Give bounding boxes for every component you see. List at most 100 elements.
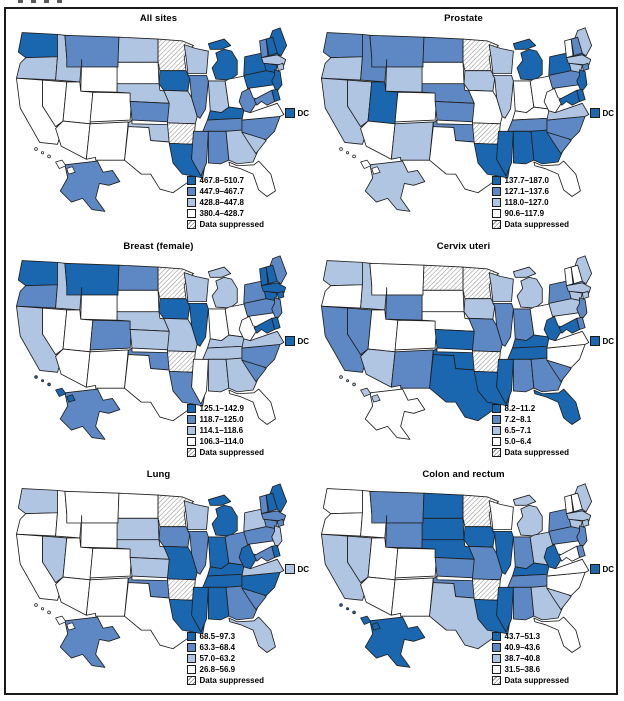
legend-item: 127.1–137.6 [491,187,569,196]
legend-swatch [491,632,501,641]
legend-swatch [491,176,501,185]
dc-label: DC [602,336,615,346]
legend-label: 57.0–63.2 [199,654,236,663]
map-legend: 8.2–11.2 7.2–8.1 6.5–7.1 5.0–6.4 Data suppre… [491,404,569,457]
legend-swatch [186,632,196,641]
legend-swatch [491,643,501,652]
dc-swatch [589,564,600,574]
panel-grid: All sites DC 467.8–510.7 447.9–467.7 428.8… [6,9,616,693]
legend-label: 118.7–125.0 [199,415,244,424]
legend-swatch [491,665,501,674]
legend-swatch-hatched [491,220,501,229]
legend-swatch [186,665,196,674]
legend-item: 6.5–7.1 [491,426,569,435]
legend-swatch-hatched [491,448,501,457]
panel-title: Colon and rectum [422,469,505,480]
legend-label: 127.1–137.6 [504,187,550,196]
legend-item: 26.8–56.9 [186,665,264,674]
map-area: DC 125.1–142.9 118.7–125.0 114.1–118.6 106.… [9,252,309,462]
legend-item: Data suppressed [186,448,264,457]
legend-swatch [186,176,196,185]
legend-item: 68.5–97.3 [186,632,264,641]
dc-marker: DC [589,564,615,574]
map-legend: 137.7–187.0 127.1–137.6 118.0–127.0 90.6–11… [491,176,569,229]
legend-item: 118.0–127.0 [491,198,569,207]
map-area: DC 467.8–510.7 447.9–467.7 428.8–447.8 380.… [9,24,309,234]
panel-title: Lung [146,469,171,480]
dc-label: DC [602,564,615,574]
legend-item: 7.2–8.1 [491,415,569,424]
legend-label: 428.8–447.8 [199,198,245,207]
legend-swatch [491,198,501,207]
legend-label: 63.3–68.4 [199,643,236,652]
dc-marker: DC [284,564,310,574]
legend-item: 57.0–63.2 [186,654,264,663]
legend-item: 63.3–68.4 [186,643,264,652]
legend-item: 106.3–114.0 [186,437,264,446]
legend-item: Data suppressed [186,220,264,229]
legend-label: 26.8–56.9 [199,665,236,674]
map-legend: 125.1–142.9 118.7–125.0 114.1–118.6 106.3–1… [186,404,264,457]
legend-label: Data suppressed [199,448,264,457]
legend-label: 8.2–11.2 [504,404,536,413]
legend-label: 125.1–142.9 [199,404,245,413]
legend-item: 428.8–447.8 [186,198,264,207]
legend-swatch-hatched [491,676,501,685]
legend-item: 137.7–187.0 [491,176,569,185]
legend-label: 118.0–127.0 [504,198,549,207]
legend-item: 90.6–117.9 [491,209,569,218]
dc-label: DC [297,108,310,118]
legend-swatch-hatched [186,676,196,685]
legend-label: Data suppressed [199,676,264,685]
dc-label: DC [602,108,615,118]
panel-title: Cervix uteri [436,241,491,252]
panel-breast-female: Breast (female) DC 125.1–142.9 118.7–125.… [6,237,311,465]
legend-swatch [186,643,196,652]
dc-marker: DC [589,108,615,118]
legend-label: Data suppressed [504,220,569,229]
legend-swatch [491,404,501,413]
legend-label: 380.4–428.7 [199,209,245,218]
legend-item: 43.7–51.3 [491,632,569,641]
legend-label: 137.7–187.0 [504,176,550,185]
dc-label: DC [297,564,310,574]
legend-item: 8.2–11.2 [491,404,569,413]
dc-label: DC [297,336,310,346]
panel-cervix-uteri: Cervix uteri DC 8.2–11.2 7.2–8.1 6.5–7.1 5.… [311,237,616,465]
dc-swatch [284,336,295,346]
legend-item: Data suppressed [491,448,569,457]
legend-swatch [186,198,196,207]
legend-label: 43.7–51.3 [504,632,541,641]
legend-swatch [186,654,196,663]
legend-swatch-hatched [186,448,196,457]
legend-label: 467.8–510.7 [199,176,245,185]
dc-marker: DC [284,336,310,346]
map-legend: 467.8–510.7 447.9–467.7 428.8–447.8 380.4–4… [186,176,264,229]
legend-label: Data suppressed [504,448,569,457]
legend-label: 5.0–6.4 [504,437,532,446]
legend-swatch [186,404,196,413]
legend-item: 125.1–142.9 [186,404,264,413]
legend-item: Data suppressed [186,676,264,685]
legend-item: 38.7–40.8 [491,654,569,663]
map-legend: 43.7–51.3 40.9–43.6 38.7–40.8 31.5–38.6 Data… [491,632,569,685]
legend-swatch [491,654,501,663]
cropped-text-fragment [18,0,62,3]
legend-label: 7.2–8.1 [504,415,532,424]
dc-marker: DC [589,336,615,346]
legend-swatch [186,209,196,218]
legend-swatch-hatched [186,220,196,229]
legend-swatch [186,187,196,196]
map-area: DC 8.2–11.2 7.2–8.1 6.5–7.1 5.0–6.4 Data sup… [314,252,614,462]
legend-item: 380.4–428.7 [186,209,264,218]
legend-label: 31.5–38.6 [504,665,541,674]
panel-title: Breast (female) [123,241,194,252]
legend-label: 68.5–97.3 [199,632,236,641]
panel-lung: Lung DC 68.5–97.3 63.3–68.4 57.0–63.2 26.8–… [6,465,311,693]
legend-label: 447.9–467.7 [199,187,245,196]
legend-label: 6.5–7.1 [504,426,532,435]
map-area: DC 43.7–51.3 40.9–43.6 38.7–40.8 31.5–38.6 D… [314,480,614,690]
panel-colon-and-rectum: Colon and rectum DC 43.7–51.3 40.9–43.6 38… [311,465,616,693]
dc-marker: DC [284,108,310,118]
